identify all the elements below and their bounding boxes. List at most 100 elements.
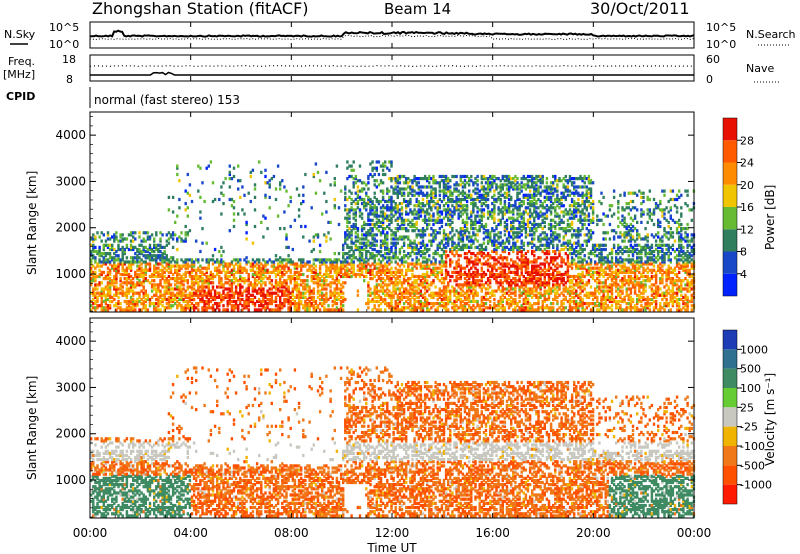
range-cell (230, 204, 234, 208)
range-cell (453, 304, 456, 308)
range-cell (373, 260, 376, 264)
range-cell (400, 227, 404, 231)
range-cell (516, 187, 519, 191)
range-cell (251, 297, 255, 302)
range-cell (228, 172, 231, 177)
range-cell (528, 174, 532, 179)
range-cell (369, 204, 372, 208)
range-cell (400, 222, 404, 227)
range-cell (407, 212, 410, 216)
range-cell (279, 274, 282, 279)
range-cell (463, 183, 467, 187)
range-cell (432, 272, 435, 277)
range-cell (365, 241, 368, 245)
range-cell (318, 260, 322, 264)
range-cell (350, 254, 353, 258)
range-cell (528, 227, 532, 231)
range-cell (497, 308, 500, 312)
range-cell (363, 247, 366, 252)
range-cell (522, 177, 525, 181)
range-cell (444, 289, 448, 293)
range-cell (457, 285, 460, 289)
range-cell (216, 268, 219, 272)
range-cell (386, 293, 389, 297)
range-cell (468, 297, 471, 302)
range-cell (413, 252, 416, 256)
range-cell (461, 304, 465, 308)
range-cell (197, 189, 200, 193)
range-cell (115, 237, 118, 241)
range-cell (396, 177, 399, 181)
range-cell (360, 181, 364, 185)
range-cell (230, 308, 234, 312)
range-cell (480, 266, 483, 270)
range-cell (444, 308, 448, 312)
range-cell (394, 237, 397, 241)
range-cell (232, 295, 236, 299)
range-cell (228, 295, 231, 299)
range-cell (459, 183, 462, 187)
range-cell (224, 295, 227, 299)
range-cell (342, 264, 345, 268)
range-cell (423, 277, 427, 281)
range-cell (329, 264, 332, 268)
range-cell (342, 243, 345, 247)
range-cell (331, 274, 334, 279)
range-cell (392, 187, 395, 191)
range-cell (455, 199, 458, 204)
range-cell (312, 247, 315, 252)
range-cell (440, 268, 444, 272)
range-cell (453, 247, 456, 252)
range-cell (497, 195, 500, 199)
range-cell (400, 218, 404, 222)
range-cell (184, 270, 187, 274)
range-cell (300, 293, 303, 297)
range-cell (314, 308, 318, 312)
range-cell (253, 272, 257, 277)
range-cell (253, 287, 257, 291)
range-cell (216, 295, 219, 299)
range-cell (398, 216, 402, 220)
range-cell (507, 266, 511, 270)
range-cell (524, 283, 528, 287)
range-cell (493, 258, 496, 262)
range-cell (125, 302, 129, 306)
range-cell (463, 220, 467, 224)
range-cell (350, 231, 353, 235)
range-cell (129, 279, 133, 283)
range-cell (426, 218, 429, 222)
range-cell (167, 266, 171, 270)
range-cell (253, 285, 257, 289)
range-cell (516, 227, 519, 231)
range-cell (155, 293, 158, 297)
range-cell (129, 274, 133, 279)
range-cell (518, 293, 521, 297)
range-cell (514, 260, 517, 264)
range-cell (329, 289, 332, 293)
range-cell (474, 258, 477, 262)
range-cell (472, 272, 475, 277)
range-cell (354, 222, 357, 227)
range-cell (379, 164, 383, 168)
range-cell (499, 283, 502, 287)
range-cell (249, 297, 252, 302)
range-cell (434, 229, 437, 233)
range-cell (503, 233, 507, 237)
range-cell (434, 308, 437, 312)
range-cell (415, 289, 418, 293)
range-cell (302, 264, 305, 268)
range-cell (436, 231, 439, 235)
range-cell (411, 285, 414, 289)
range-cell (293, 302, 297, 306)
noise-panel: N.Sky N.Search 10^5 10^0 10^5 10^0 (4, 21, 796, 51)
range-cell (478, 249, 481, 254)
range-cell (308, 264, 311, 268)
range-cell (461, 289, 465, 293)
range-cell (201, 283, 204, 287)
range-cell (396, 189, 399, 193)
range-cell (312, 281, 315, 285)
range-cell (348, 245, 351, 249)
range-cell (526, 179, 530, 183)
range-cell (371, 160, 374, 164)
range-cell (465, 258, 469, 262)
